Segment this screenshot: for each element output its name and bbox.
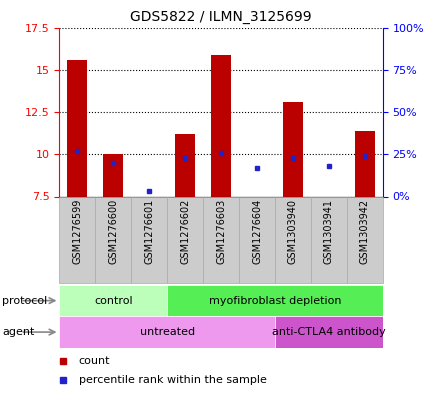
Bar	[103, 154, 123, 196]
Bar	[211, 55, 231, 196]
Text: untreated: untreated	[139, 327, 195, 337]
Bar	[355, 130, 375, 196]
Bar	[347, 196, 383, 283]
Bar	[239, 196, 275, 283]
Text: GSM1276602: GSM1276602	[180, 199, 190, 264]
Bar	[275, 316, 383, 348]
Bar	[203, 196, 239, 283]
Bar	[59, 285, 167, 316]
Text: GSM1303941: GSM1303941	[324, 199, 334, 264]
Bar	[95, 196, 131, 283]
Bar	[67, 61, 87, 196]
Text: myofibroblast depletion: myofibroblast depletion	[209, 296, 341, 306]
Bar	[283, 102, 303, 196]
Text: agent: agent	[2, 327, 35, 337]
Text: GSM1276604: GSM1276604	[252, 199, 262, 264]
Text: protocol: protocol	[2, 296, 48, 306]
Bar	[311, 196, 347, 283]
Bar	[167, 285, 383, 316]
Text: count: count	[79, 356, 110, 366]
Bar	[59, 316, 275, 348]
Text: control: control	[94, 296, 132, 306]
Text: anti-CTLA4 antibody: anti-CTLA4 antibody	[272, 327, 386, 337]
Bar	[131, 196, 167, 283]
Bar	[167, 196, 203, 283]
Text: GSM1276600: GSM1276600	[108, 199, 118, 264]
Text: GSM1276601: GSM1276601	[144, 199, 154, 264]
Bar	[275, 196, 311, 283]
Text: GSM1276599: GSM1276599	[72, 199, 82, 264]
Text: GSM1303942: GSM1303942	[360, 199, 370, 264]
Text: GSM1276603: GSM1276603	[216, 199, 226, 264]
Text: percentile rank within the sample: percentile rank within the sample	[79, 375, 267, 385]
Bar	[175, 134, 195, 196]
Bar	[59, 196, 95, 283]
Title: GDS5822 / ILMN_3125699: GDS5822 / ILMN_3125699	[130, 10, 312, 24]
Text: GSM1303940: GSM1303940	[288, 199, 298, 264]
